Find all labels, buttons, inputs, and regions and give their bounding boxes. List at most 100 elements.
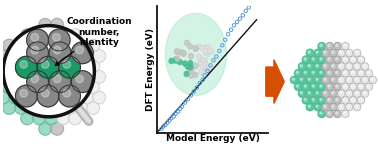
Point	[219, 44, 225, 47]
Circle shape	[194, 46, 198, 51]
Circle shape	[51, 81, 64, 94]
Circle shape	[336, 112, 338, 114]
Circle shape	[338, 103, 345, 111]
Point	[182, 101, 188, 104]
Circle shape	[353, 103, 361, 111]
Circle shape	[304, 58, 306, 60]
Point	[168, 117, 174, 119]
Circle shape	[45, 112, 57, 125]
Circle shape	[347, 105, 350, 108]
Circle shape	[308, 65, 310, 67]
Circle shape	[304, 85, 306, 87]
Circle shape	[314, 63, 322, 70]
Circle shape	[199, 69, 203, 75]
Circle shape	[15, 39, 28, 52]
Circle shape	[204, 50, 208, 55]
Circle shape	[320, 44, 322, 47]
Circle shape	[294, 83, 302, 90]
Circle shape	[322, 90, 329, 97]
Circle shape	[15, 85, 37, 107]
Circle shape	[63, 102, 76, 114]
Circle shape	[326, 42, 333, 50]
Circle shape	[365, 70, 373, 77]
Circle shape	[45, 50, 57, 62]
Circle shape	[69, 112, 82, 125]
Circle shape	[298, 63, 306, 70]
Ellipse shape	[165, 13, 226, 96]
Circle shape	[200, 46, 204, 51]
Circle shape	[308, 78, 310, 80]
Circle shape	[0, 50, 9, 62]
Circle shape	[93, 70, 105, 83]
Circle shape	[31, 33, 39, 41]
Circle shape	[20, 61, 28, 68]
Point	[204, 70, 211, 72]
Circle shape	[63, 60, 76, 73]
Circle shape	[344, 98, 346, 101]
Circle shape	[312, 98, 314, 101]
Circle shape	[198, 60, 203, 65]
Circle shape	[324, 92, 326, 94]
Circle shape	[9, 70, 22, 83]
Circle shape	[316, 65, 318, 67]
Circle shape	[53, 33, 60, 41]
Circle shape	[51, 60, 64, 73]
Circle shape	[328, 44, 330, 47]
Circle shape	[306, 103, 314, 111]
Circle shape	[363, 78, 366, 80]
Circle shape	[183, 61, 187, 66]
Circle shape	[188, 64, 193, 70]
Circle shape	[344, 112, 346, 114]
Circle shape	[345, 63, 353, 70]
Circle shape	[361, 76, 369, 84]
Circle shape	[197, 44, 202, 49]
Circle shape	[318, 56, 325, 63]
Circle shape	[355, 78, 358, 80]
Circle shape	[334, 83, 341, 90]
Circle shape	[320, 85, 322, 87]
Circle shape	[292, 78, 294, 80]
Circle shape	[330, 90, 337, 97]
Circle shape	[359, 71, 361, 74]
Circle shape	[206, 45, 210, 50]
Circle shape	[353, 76, 361, 84]
Circle shape	[304, 71, 306, 74]
Point	[243, 10, 249, 12]
Circle shape	[63, 89, 71, 97]
Circle shape	[3, 81, 15, 94]
Circle shape	[310, 70, 318, 77]
Point	[164, 121, 170, 124]
Circle shape	[302, 83, 310, 90]
Circle shape	[39, 122, 51, 135]
Circle shape	[87, 60, 99, 73]
Circle shape	[203, 58, 208, 64]
Circle shape	[39, 39, 51, 52]
Circle shape	[339, 105, 342, 108]
Circle shape	[175, 49, 179, 54]
Circle shape	[328, 71, 330, 74]
Circle shape	[202, 61, 207, 67]
Circle shape	[339, 51, 342, 53]
Circle shape	[184, 40, 189, 45]
Point	[197, 82, 203, 84]
Circle shape	[306, 76, 314, 84]
Circle shape	[51, 122, 64, 135]
Circle shape	[188, 66, 192, 71]
Circle shape	[298, 76, 306, 84]
Circle shape	[203, 67, 208, 73]
Point	[231, 24, 237, 27]
Circle shape	[39, 81, 51, 94]
Circle shape	[355, 65, 358, 67]
Circle shape	[314, 76, 322, 84]
Point	[158, 128, 164, 130]
Circle shape	[324, 105, 326, 108]
Circle shape	[334, 42, 341, 50]
Circle shape	[359, 85, 361, 87]
Circle shape	[296, 71, 299, 74]
X-axis label: Model Energy (eV): Model Energy (eV)	[166, 134, 260, 143]
Circle shape	[57, 112, 70, 125]
Circle shape	[189, 54, 193, 59]
Circle shape	[188, 60, 193, 66]
Circle shape	[20, 89, 28, 97]
Circle shape	[71, 71, 93, 92]
